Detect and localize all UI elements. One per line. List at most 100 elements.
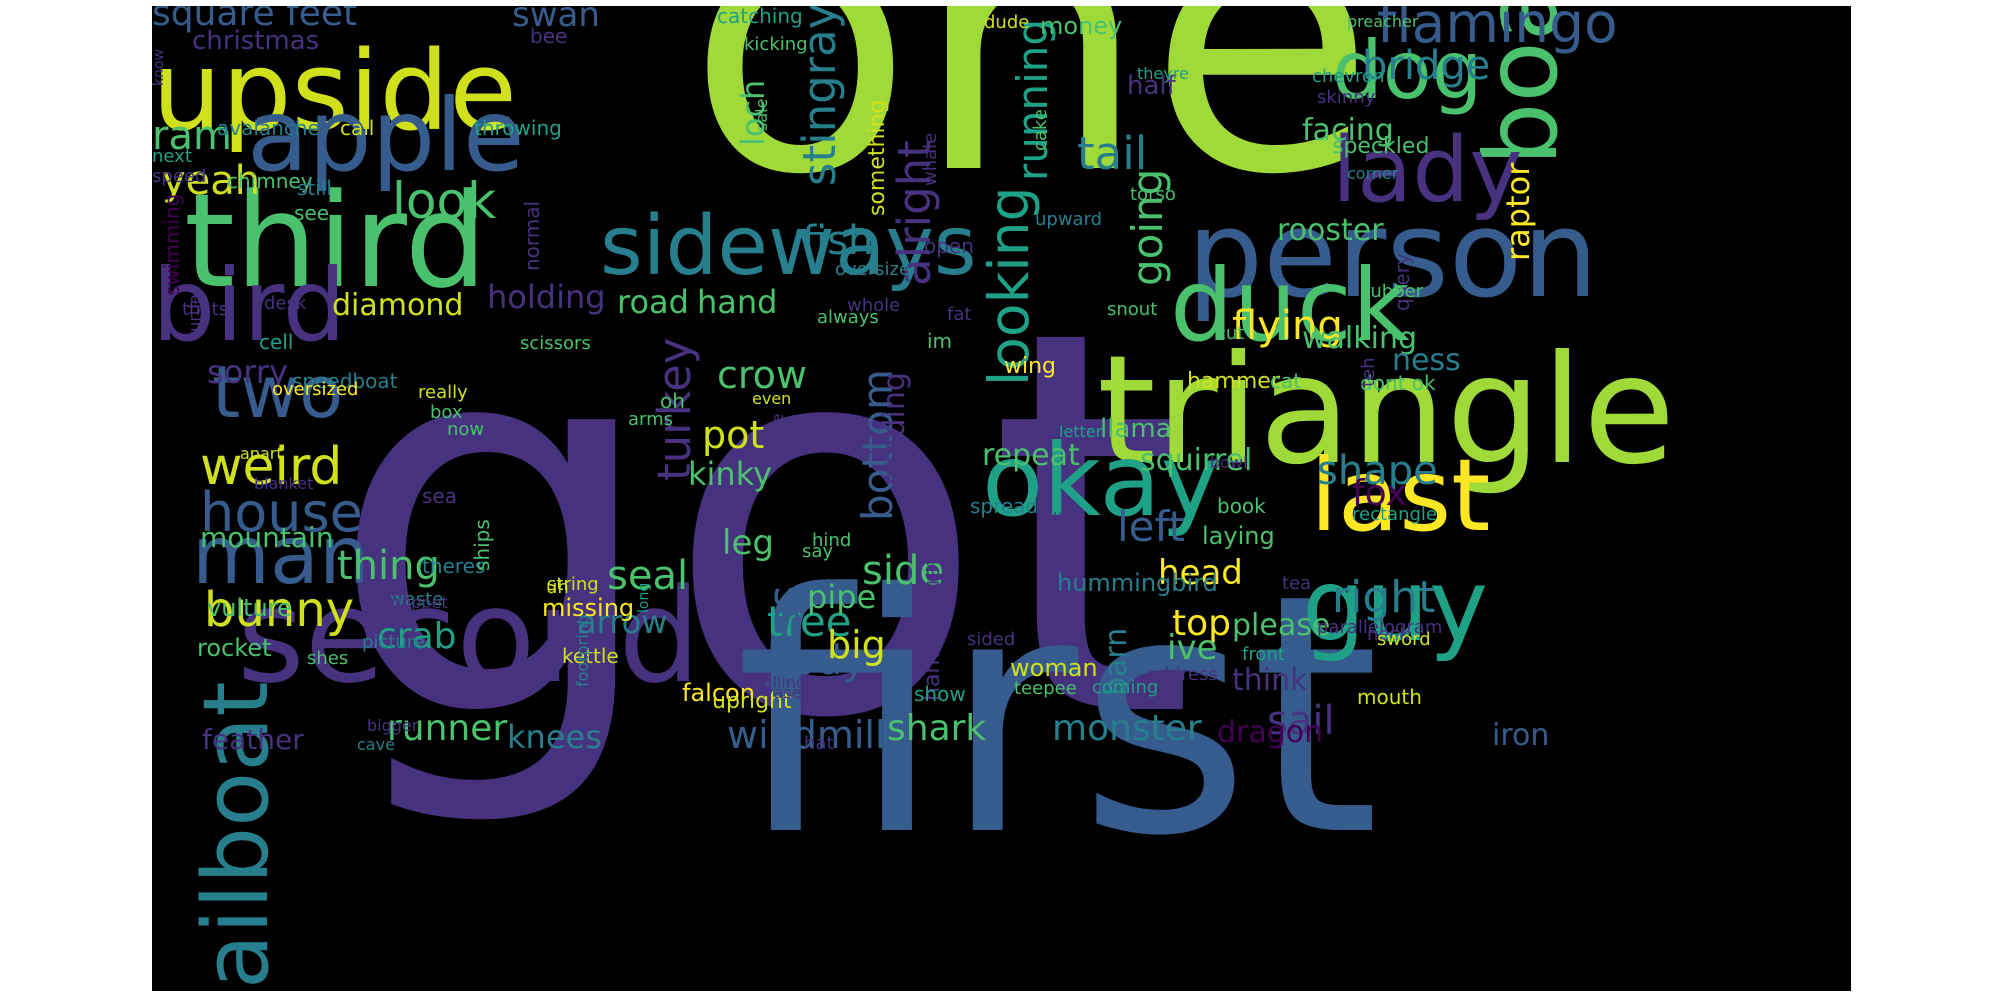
word-upward: upward — [1035, 209, 1103, 230]
word-head: head — [1158, 553, 1243, 593]
word-ive: ive — [1167, 628, 1218, 668]
word-last: last — [1310, 437, 1491, 554]
word-sword: sword — [1377, 629, 1431, 650]
word-hand: hand — [697, 283, 778, 321]
word-pot: pot — [702, 413, 765, 457]
word-rubber: rubber — [1363, 281, 1424, 302]
word-squirrel: squirrel — [1140, 443, 1253, 478]
word-always: always — [817, 307, 879, 328]
word-arrow: arrow — [577, 603, 668, 641]
word-ships: ships — [470, 519, 494, 571]
word-money: money — [1040, 12, 1123, 40]
word-kicking: kicking — [744, 34, 808, 55]
word-catching: catching — [717, 6, 803, 28]
word-body: body — [767, 638, 866, 684]
word-feather: feather — [202, 723, 304, 756]
word-seal: seal — [607, 553, 689, 599]
word-avalanche: avalanche — [217, 116, 320, 140]
word-hat: hat — [804, 733, 834, 754]
word-theyre: theyre — [1137, 64, 1189, 83]
word-missing: missing — [542, 594, 635, 622]
word-first: first — [735, 524, 1380, 908]
word-skinny: skinny — [1317, 87, 1376, 108]
word-swimming: swimming — [160, 193, 184, 296]
word-next: next — [152, 146, 192, 167]
word-swan: swan — [512, 6, 600, 35]
word-cake: cake — [1030, 109, 1051, 151]
word-guess: guess — [1037, 506, 1084, 525]
word-stingray: stingray — [793, 6, 846, 186]
word-windmill: windmill — [727, 713, 886, 757]
word-crab: crab — [377, 616, 457, 657]
word-letter: letter — [1059, 422, 1103, 441]
word-throwing: throwing — [474, 116, 562, 140]
word-cloud: one got first triangle third person second upsi… — [152, 6, 1851, 991]
word-bird: bird — [152, 247, 347, 364]
word-walking: walking — [1302, 321, 1418, 356]
word-open: open — [924, 234, 974, 258]
word-road: road — [617, 283, 689, 321]
word-dont-ok: dont ok — [1360, 371, 1436, 395]
word-knees: knees — [507, 718, 602, 756]
word-apart: apart — [240, 444, 283, 463]
word-dragon: dragon — [1217, 715, 1324, 750]
word-snout: snout — [1107, 299, 1158, 320]
word-bridge: bridge — [1362, 43, 1491, 89]
word-mountain: mountain — [200, 521, 334, 554]
word-long: long — [636, 582, 652, 613]
word-spread: spread — [970, 494, 1039, 518]
word-cave: cave — [357, 735, 395, 754]
word-picture: picture — [362, 632, 425, 653]
word-sale: sale — [752, 98, 771, 131]
word-waste: waste — [390, 589, 444, 610]
word-thing: thing — [337, 543, 440, 589]
word-duck: duck — [1170, 247, 1410, 364]
word-crow: crow — [717, 353, 808, 397]
word-oversize: oversize — [835, 259, 911, 280]
word-holding: holding — [487, 278, 606, 316]
word-tree: tree — [767, 597, 852, 646]
word-one: one — [687, 6, 1376, 256]
word-christmas: christmas — [192, 26, 320, 56]
word-cat: cat — [1270, 369, 1302, 393]
word-say: say — [802, 541, 834, 562]
word-half: half — [1127, 71, 1176, 101]
word-rectangle: rectangle — [1352, 504, 1437, 525]
word-parallelogram: parallelogram — [1317, 617, 1443, 638]
word-ness: ness — [1392, 343, 1461, 378]
word-torso: torso — [1130, 184, 1176, 205]
word-left: left — [1117, 502, 1186, 551]
word-side: side — [862, 548, 944, 594]
word-man: man — [192, 509, 370, 602]
word-rocket: rocket — [197, 634, 272, 662]
word-raptor: raptor — [1499, 162, 1537, 261]
word-runner: runner — [387, 708, 508, 749]
word-wing: wing — [1004, 354, 1057, 379]
word-triangle: triangle — [1097, 324, 1676, 498]
word-big: big — [827, 623, 886, 667]
word-please: please — [1232, 608, 1331, 643]
word-upside: upside — [152, 27, 517, 155]
word-still: still — [297, 176, 332, 200]
word-tail: tail — [1077, 127, 1148, 180]
word-teh: teh — [1358, 357, 1379, 387]
word-vulture: vulture — [207, 594, 292, 622]
word-repeat: repeat — [982, 438, 1080, 473]
word-speed: speed — [152, 166, 207, 187]
word-arms: arms — [628, 409, 674, 430]
word-call: call — [340, 116, 375, 140]
word-book: book — [1217, 494, 1266, 518]
word-kettle: kettle — [562, 644, 619, 668]
word-lady: lady — [1332, 118, 1523, 223]
word-second: second — [237, 560, 701, 712]
word-mouth: mouth — [1357, 685, 1422, 709]
word-third: third — [184, 165, 488, 317]
word-thats: thats — [182, 299, 228, 320]
word-see: see — [294, 201, 330, 225]
word-normal: normal — [520, 200, 544, 271]
word-theres: theres — [422, 554, 486, 578]
word-know: know — [152, 49, 167, 86]
word-pipe: pipe — [807, 578, 877, 616]
word-weird: weird — [200, 437, 343, 497]
word-okay: okay — [982, 422, 1220, 539]
